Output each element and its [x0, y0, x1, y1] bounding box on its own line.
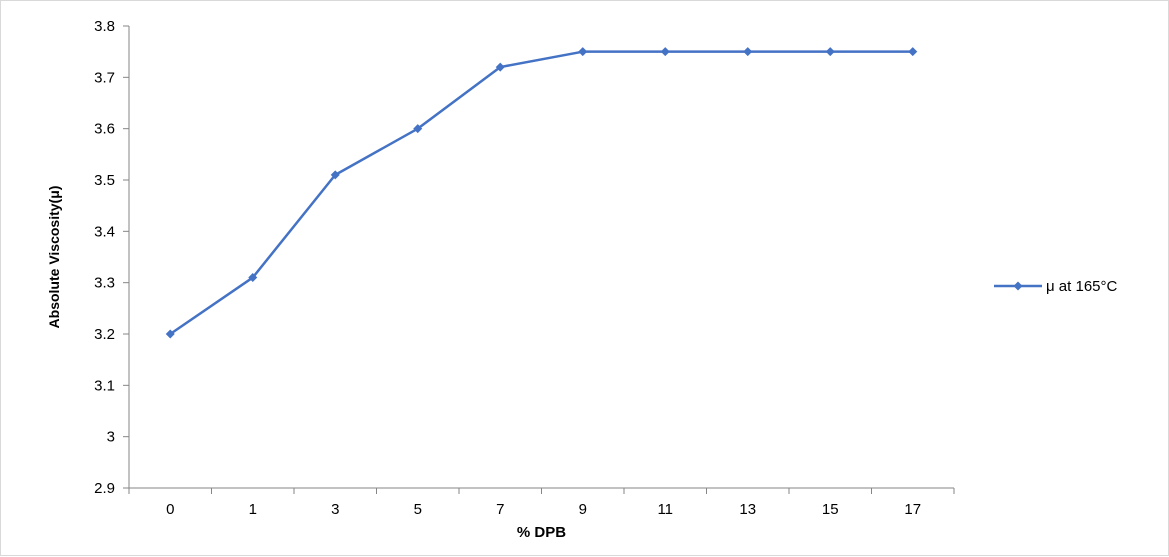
y-tick-label: 3.7	[94, 69, 115, 86]
x-axis: 0 1 3 5 7 9 11 13 15 17	[128, 487, 955, 518]
legend: μ at 165°C	[994, 278, 1118, 295]
data-point	[165, 329, 175, 339]
x-tick-label: 1	[249, 501, 257, 518]
x-tick-label: 7	[496, 501, 504, 518]
x-tick-label: 15	[822, 501, 839, 518]
data-point	[825, 47, 835, 57]
x-tick-label: 17	[904, 501, 921, 518]
data-point	[248, 273, 258, 283]
y-tick-label: 3	[107, 429, 115, 446]
series-line	[169, 50, 913, 336]
x-tick-label: 13	[739, 501, 756, 518]
x-tick-label: 0	[166, 501, 174, 518]
data-point	[495, 62, 505, 72]
data-point	[578, 47, 588, 57]
y-tick-label: 3.4	[94, 223, 115, 240]
y-tick-label: 2.9	[94, 480, 115, 497]
y-tick-label: 3.5	[94, 172, 115, 189]
data-point	[908, 47, 918, 57]
y-tick-label: 3.8	[94, 18, 115, 35]
x-tick-label: 9	[579, 501, 587, 518]
y-tick-label: 3.1	[94, 377, 115, 394]
x-tick-label: 3	[331, 501, 339, 518]
legend-marker	[1013, 281, 1023, 291]
y-tick-label: 3.6	[94, 121, 115, 138]
x-axis-title: % DPB	[517, 524, 566, 541]
legend-label: μ at 165°C	[1046, 278, 1118, 295]
series-layer	[165, 47, 918, 339]
y-tick-label: 3.2	[94, 326, 115, 343]
data-point	[330, 170, 340, 180]
y-tick-label: 3.3	[94, 275, 115, 292]
y-axis: 2.9 3 3.1 3.2 3.3 3.4 3.5 3.6 3.7 3.8	[94, 18, 130, 497]
data-point	[660, 47, 670, 57]
x-tick-label: 11	[657, 501, 673, 518]
x-tick-label: 5	[414, 501, 422, 518]
data-point	[413, 124, 423, 134]
y-axis-title: Absolute Viscosity(μ)	[46, 186, 62, 329]
data-point	[743, 47, 753, 57]
